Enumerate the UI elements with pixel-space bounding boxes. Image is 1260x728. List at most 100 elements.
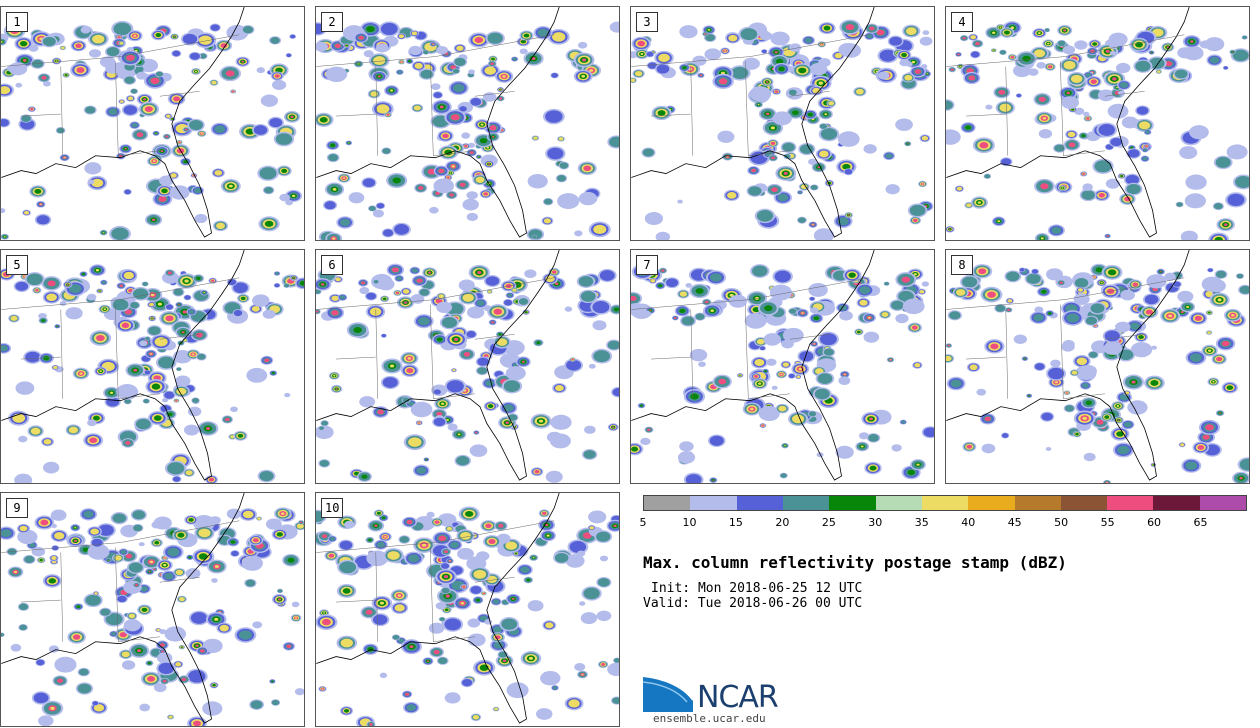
- reflectivity-cell: [484, 66, 496, 75]
- reflectivity-cell: [1126, 183, 1141, 195]
- member-label: 6: [321, 255, 343, 275]
- reflectivity-cell: [22, 59, 27, 62]
- reflectivity-cell: [137, 649, 142, 653]
- reflectivity-cell: [68, 426, 79, 434]
- reflectivity-cell: [131, 122, 138, 128]
- reflectivity-cell: [474, 37, 484, 43]
- reflectivity-cell: [1082, 383, 1089, 389]
- coastline: [316, 7, 560, 238]
- reflectivity-cell: [319, 426, 325, 430]
- reflectivity-cell: [198, 553, 208, 560]
- reflectivity-cell: [277, 589, 283, 593]
- reflectivity-cell: [129, 301, 140, 309]
- reflectivity-cell: [199, 53, 207, 59]
- reflectivity-cell: [554, 552, 569, 563]
- reflectivity-cell: [752, 265, 768, 277]
- reflectivity-cell: [837, 131, 860, 147]
- reflectivity-cell: [12, 413, 26, 423]
- reflectivity-cell: [125, 553, 133, 559]
- reflectivity-cell: [613, 524, 617, 528]
- reflectivity-cell: [1152, 464, 1155, 466]
- reflectivity-cell: [963, 277, 976, 287]
- reflectivity-cell: [76, 44, 81, 47]
- reflectivity-cell: [264, 220, 274, 227]
- reflectivity-cell: [73, 539, 78, 542]
- reflectivity-cell: [1041, 412, 1053, 421]
- reflectivity-cell: [262, 309, 276, 319]
- reflectivity-cell: [133, 368, 138, 372]
- reflectivity-cell: [761, 424, 765, 427]
- coastline: [631, 7, 875, 238]
- reflectivity-cell: [1215, 270, 1227, 279]
- reflectivity-cell: [731, 66, 749, 79]
- reflectivity-cell: [1115, 321, 1131, 333]
- member-panel-3: 3: [630, 6, 935, 241]
- reflectivity-cell: [214, 170, 223, 176]
- reflectivity-cell: [149, 353, 153, 355]
- reflectivity-cell: [519, 48, 528, 55]
- reflectivity-cell: [87, 596, 99, 605]
- reflectivity-cell: [1036, 62, 1046, 69]
- reflectivity-cell: [450, 194, 453, 196]
- reflectivity-cell: [631, 446, 639, 452]
- reflectivity-cell: [294, 688, 304, 696]
- reflectivity-cell: [547, 147, 564, 160]
- reflectivity-cell: [43, 355, 50, 361]
- reflectivity-cell: [214, 125, 226, 134]
- reflectivity-cell: [440, 402, 445, 405]
- reflectivity-cell: [498, 523, 504, 528]
- reflectivity-cell: [241, 555, 263, 571]
- reflectivity-cell: [1142, 156, 1148, 161]
- reflectivity-cell: [124, 147, 127, 150]
- reflectivity-cell: [487, 290, 492, 293]
- reflectivity-cell: [770, 126, 775, 130]
- reflectivity-cell: [469, 151, 474, 155]
- reflectivity-cell: [161, 188, 168, 194]
- reflectivity-cell: [36, 289, 38, 291]
- reflectivity-cell: [144, 370, 151, 375]
- reflectivity-cell: [819, 123, 828, 129]
- reflectivity-cell: [105, 613, 123, 626]
- reflectivity-cell: [1047, 42, 1050, 45]
- coastline: [1, 250, 245, 481]
- reflectivity-cell: [1131, 380, 1136, 384]
- reflectivity-cell: [863, 331, 880, 343]
- reflectivity-cell: [126, 310, 131, 314]
- reflectivity-cell: [582, 58, 587, 62]
- reflectivity-cell: [406, 519, 413, 525]
- reflectivity-cell: [359, 286, 370, 295]
- reflectivity-cell: [1201, 276, 1223, 292]
- reflectivity-cell: [241, 60, 245, 63]
- reflectivity-cell: [272, 700, 279, 705]
- reflectivity-cell: [1117, 90, 1126, 96]
- reflectivity-cell: [959, 65, 962, 67]
- reflectivity-cell: [764, 305, 773, 312]
- reflectivity-cell: [640, 53, 644, 55]
- reflectivity-cell: [1204, 37, 1225, 52]
- reflectivity-cell: [196, 276, 201, 280]
- reflectivity-cell: [87, 419, 97, 427]
- state-borders: [1, 34, 240, 156]
- reflectivity-cell: [860, 445, 864, 448]
- reflectivity-cell: [1150, 379, 1159, 386]
- reflectivity-cell: [195, 644, 199, 647]
- reflectivity-cell: [407, 401, 415, 406]
- reflectivity-cell: [1130, 342, 1153, 358]
- reflectivity-cell: [1070, 74, 1083, 83]
- reflectivity-cell: [279, 193, 291, 202]
- reflectivity-cell: [890, 300, 904, 310]
- reflectivity-cell: [392, 177, 401, 184]
- reflectivity-cell: [1151, 345, 1157, 350]
- reflectivity-map: [946, 250, 1249, 483]
- reflectivity-cell: [438, 294, 445, 299]
- reflectivity-cell: [597, 532, 609, 541]
- reflectivity-cell: [1189, 125, 1209, 140]
- reflectivity-cell: [869, 465, 877, 471]
- reflectivity-cell: [564, 306, 573, 312]
- reflectivity-cell: [823, 25, 831, 31]
- reflectivity-cell: [265, 518, 282, 530]
- reflectivity-cell: [538, 419, 544, 423]
- reflectivity-cell: [869, 435, 878, 441]
- reflectivity-map: [316, 493, 619, 726]
- member-panel-2: 2: [315, 6, 620, 241]
